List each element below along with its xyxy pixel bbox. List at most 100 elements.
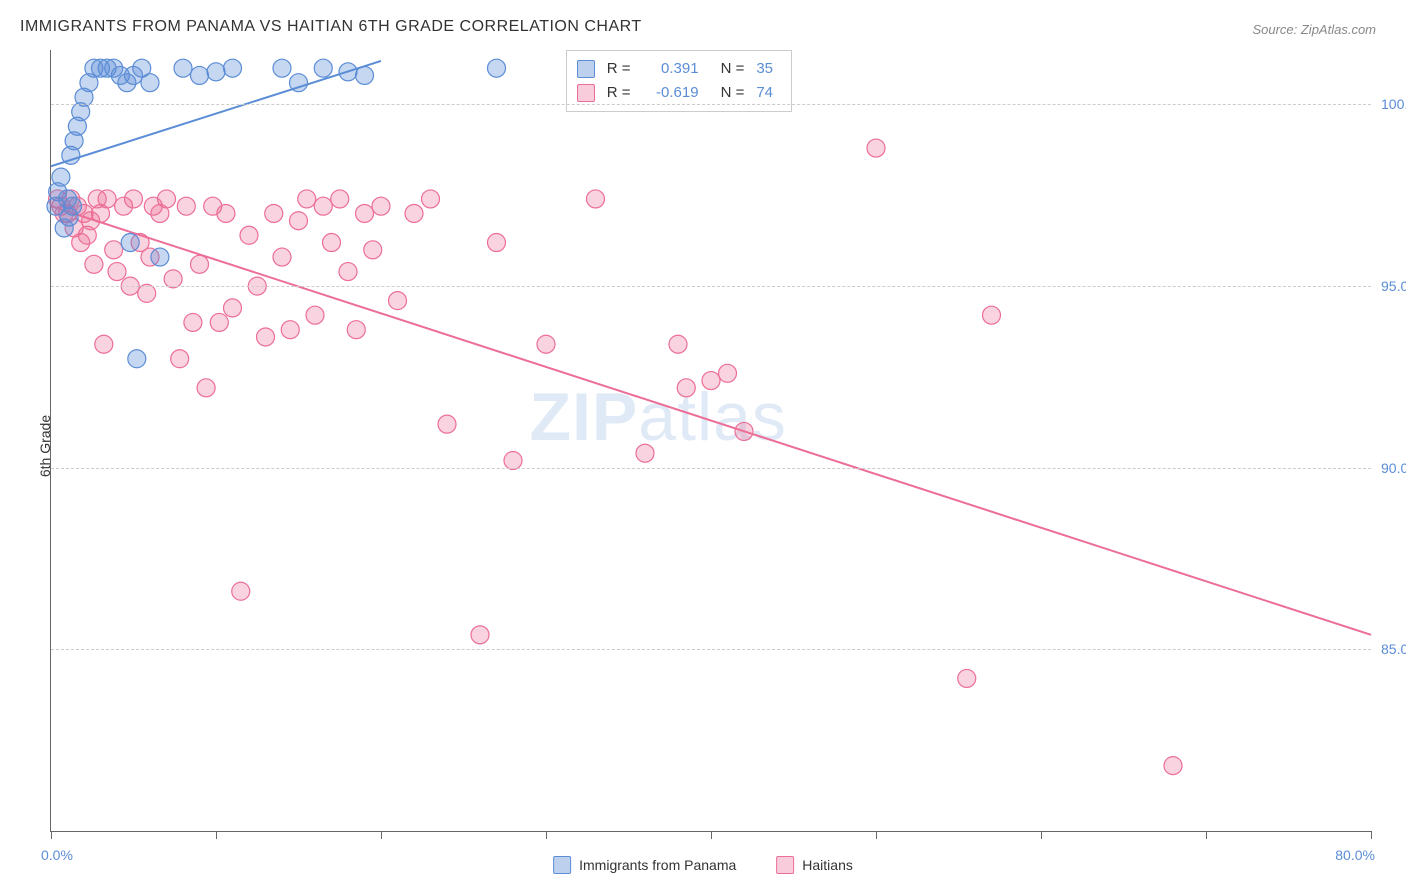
data-point xyxy=(177,197,195,215)
x-tick xyxy=(711,831,712,839)
data-point xyxy=(121,234,139,252)
data-point xyxy=(207,63,225,81)
stats-row-haitians: R = -0.619 N = 74 xyxy=(577,81,773,105)
data-point xyxy=(184,313,202,331)
data-point xyxy=(265,204,283,222)
grid-line xyxy=(51,104,1371,105)
swatch-icon xyxy=(577,84,595,102)
data-point xyxy=(867,139,885,157)
data-point xyxy=(677,379,695,397)
data-point xyxy=(323,234,341,252)
r-label: R = xyxy=(607,57,631,81)
y-tick-label: 90.0% xyxy=(1381,460,1406,476)
data-point xyxy=(537,335,555,353)
x-tick xyxy=(876,831,877,839)
data-point xyxy=(331,190,349,208)
x-tick-label: 80.0% xyxy=(1335,847,1375,863)
grid-line xyxy=(51,286,1371,287)
data-point xyxy=(151,248,169,266)
x-tick xyxy=(1371,831,1372,839)
swatch-icon xyxy=(553,856,571,874)
swatch-icon xyxy=(776,856,794,874)
x-tick xyxy=(381,831,382,839)
chart-plot-area: ZIPatlas R = 0.391 N = 35 R = -0.619 N =… xyxy=(50,50,1371,832)
data-point xyxy=(224,59,242,77)
data-point xyxy=(240,226,258,244)
data-point xyxy=(273,59,291,77)
x-tick xyxy=(216,831,217,839)
r-label: R = xyxy=(607,81,631,105)
scatter-plot-svg xyxy=(51,50,1371,831)
y-tick-label: 95.0% xyxy=(1381,278,1406,294)
data-point xyxy=(232,582,250,600)
data-point xyxy=(281,321,299,339)
bottom-legend: Immigrants from Panama Haitians xyxy=(553,856,853,874)
data-point xyxy=(347,321,365,339)
data-point xyxy=(98,190,116,208)
data-point xyxy=(197,379,215,397)
legend-item-panama: Immigrants from Panama xyxy=(553,856,736,874)
data-point xyxy=(174,59,192,77)
data-point xyxy=(636,444,654,462)
x-tick xyxy=(1041,831,1042,839)
data-point xyxy=(217,204,235,222)
data-point xyxy=(438,415,456,433)
correlation-stats-box: R = 0.391 N = 35 R = -0.619 N = 74 xyxy=(566,50,792,112)
data-point xyxy=(63,197,81,215)
x-tick-label: 0.0% xyxy=(41,847,73,863)
r-value: 0.391 xyxy=(645,57,699,81)
data-point xyxy=(958,669,976,687)
data-point xyxy=(306,306,324,324)
data-point xyxy=(1164,757,1182,775)
source-attribution: Source: ZipAtlas.com xyxy=(1252,22,1376,37)
r-value: -0.619 xyxy=(645,81,699,105)
data-point xyxy=(141,74,159,92)
data-point xyxy=(356,204,374,222)
grid-line xyxy=(51,649,1371,650)
data-point xyxy=(983,306,1001,324)
data-point xyxy=(389,292,407,310)
data-point xyxy=(224,299,242,317)
legend-label: Haitians xyxy=(802,857,853,873)
data-point xyxy=(488,234,506,252)
grid-line xyxy=(51,468,1371,469)
data-point xyxy=(372,197,390,215)
data-point xyxy=(273,248,291,266)
data-point xyxy=(257,328,275,346)
data-point xyxy=(405,204,423,222)
x-tick xyxy=(51,831,52,839)
x-tick xyxy=(546,831,547,839)
y-tick-label: 85.0% xyxy=(1381,641,1406,657)
data-point xyxy=(52,168,70,186)
data-point xyxy=(108,263,126,281)
data-point xyxy=(364,241,382,259)
trend-line xyxy=(51,206,1371,635)
legend-item-haitians: Haitians xyxy=(776,856,853,874)
data-point xyxy=(488,59,506,77)
data-point xyxy=(314,59,332,77)
data-point xyxy=(128,350,146,368)
data-point xyxy=(191,255,209,273)
legend-label: Immigrants from Panama xyxy=(579,857,736,873)
n-value: 74 xyxy=(756,81,773,105)
data-point xyxy=(422,190,440,208)
data-point xyxy=(290,212,308,230)
data-point xyxy=(171,350,189,368)
data-point xyxy=(298,190,316,208)
data-point xyxy=(158,190,176,208)
chart-title: IMMIGRANTS FROM PANAMA VS HAITIAN 6TH GR… xyxy=(20,18,642,36)
n-label: N = xyxy=(721,57,745,81)
data-point xyxy=(105,241,123,259)
data-point xyxy=(210,313,228,331)
data-point xyxy=(314,197,332,215)
data-point xyxy=(471,626,489,644)
data-point xyxy=(719,364,737,382)
x-tick xyxy=(1206,831,1207,839)
n-value: 35 xyxy=(756,57,773,81)
data-point xyxy=(191,66,209,84)
data-point xyxy=(702,372,720,390)
stats-row-panama: R = 0.391 N = 35 xyxy=(577,57,773,81)
data-point xyxy=(125,190,143,208)
n-label: N = xyxy=(721,81,745,105)
data-point xyxy=(95,335,113,353)
